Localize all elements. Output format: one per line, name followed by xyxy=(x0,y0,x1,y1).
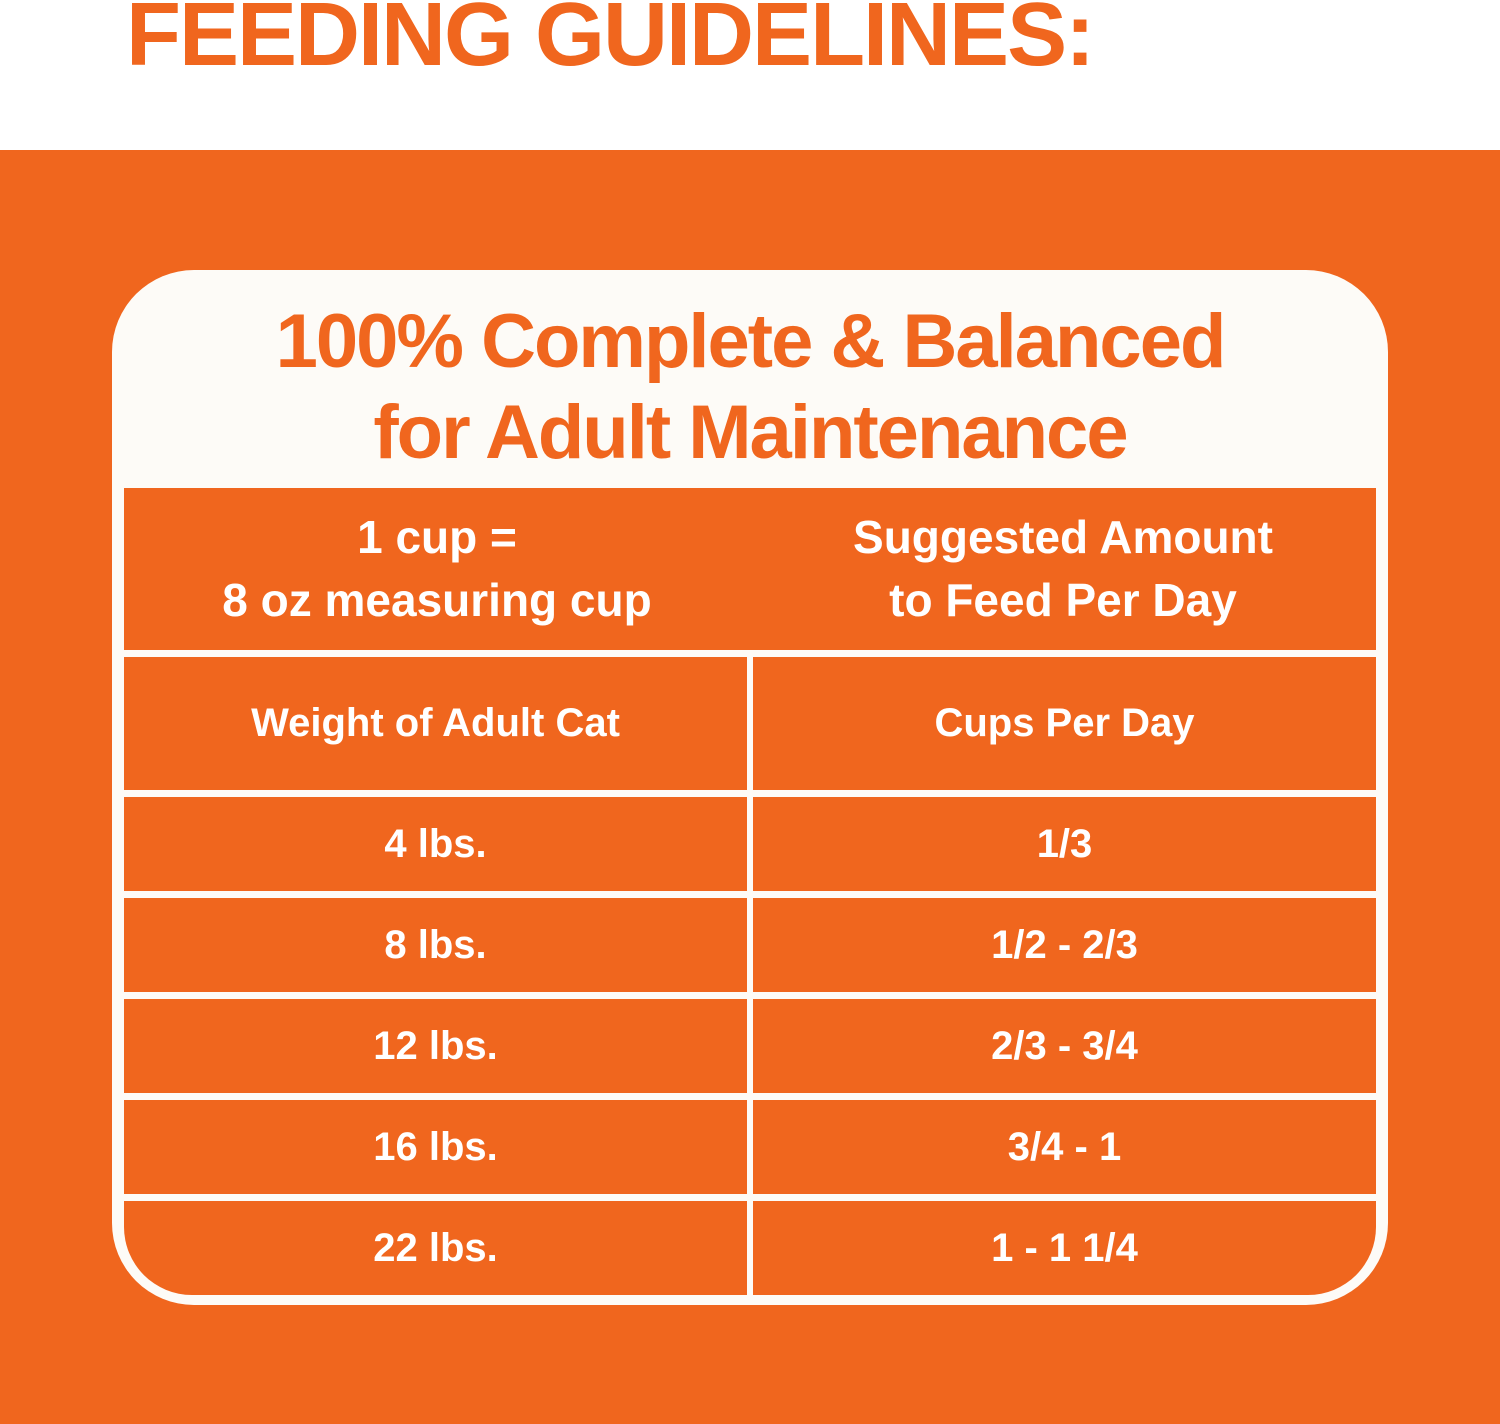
cups-cell: 1/3 xyxy=(753,797,1376,891)
weight-cell: 16 lbs. xyxy=(124,1100,747,1194)
cups-cell: 3/4 - 1 xyxy=(753,1100,1376,1194)
feeding-card: 100% Complete & Balanced for Adult Maint… xyxy=(112,270,1388,1305)
column-header-cups: Cups Per Day xyxy=(753,657,1376,790)
table-row: 16 lbs. 3/4 - 1 xyxy=(124,1100,1376,1194)
title-band: FEEDING GUIDELINES: xyxy=(0,0,1500,150)
table-header-row: 1 cup = 8 oz measuring cup Suggested Amo… xyxy=(124,488,1376,650)
header-cell-cup-definition: 1 cup = 8 oz measuring cup xyxy=(124,488,750,650)
weight-cell: 4 lbs. xyxy=(124,797,747,891)
card-heading: 100% Complete & Balanced for Adult Maint… xyxy=(275,298,1227,475)
table-row: 8 lbs. 1/2 - 2/3 xyxy=(124,898,1376,992)
cups-cell: 1/2 - 2/3 xyxy=(753,898,1376,992)
weight-cell: 8 lbs. xyxy=(124,898,747,992)
table-row: 22 lbs. 1 - 1 1/4 xyxy=(124,1201,1376,1295)
table-subheader-row: Weight of Adult Cat Cups Per Day xyxy=(124,657,1376,790)
feeding-table: 1 cup = 8 oz measuring cup Suggested Amo… xyxy=(124,488,1376,1295)
feeding-card-inner: 100% Complete & Balanced for Adult Maint… xyxy=(124,270,1376,1295)
page-title: FEEDING GUIDELINES: xyxy=(126,0,1095,85)
column-header-weight: Weight of Adult Cat xyxy=(124,657,747,790)
orange-background: 100% Complete & Balanced for Adult Maint… xyxy=(0,150,1500,1424)
weight-cell: 22 lbs. xyxy=(124,1201,747,1295)
header-cell-suggested-amount: Suggested Amount to Feed Per Day xyxy=(750,488,1376,650)
cups-cell: 2/3 - 3/4 xyxy=(753,999,1376,1093)
weight-cell: 12 lbs. xyxy=(124,999,747,1093)
table-row: 4 lbs. 1/3 xyxy=(124,797,1376,891)
cups-cell: 1 - 1 1/4 xyxy=(753,1201,1376,1295)
table-row: 12 lbs. 2/3 - 3/4 xyxy=(124,999,1376,1093)
